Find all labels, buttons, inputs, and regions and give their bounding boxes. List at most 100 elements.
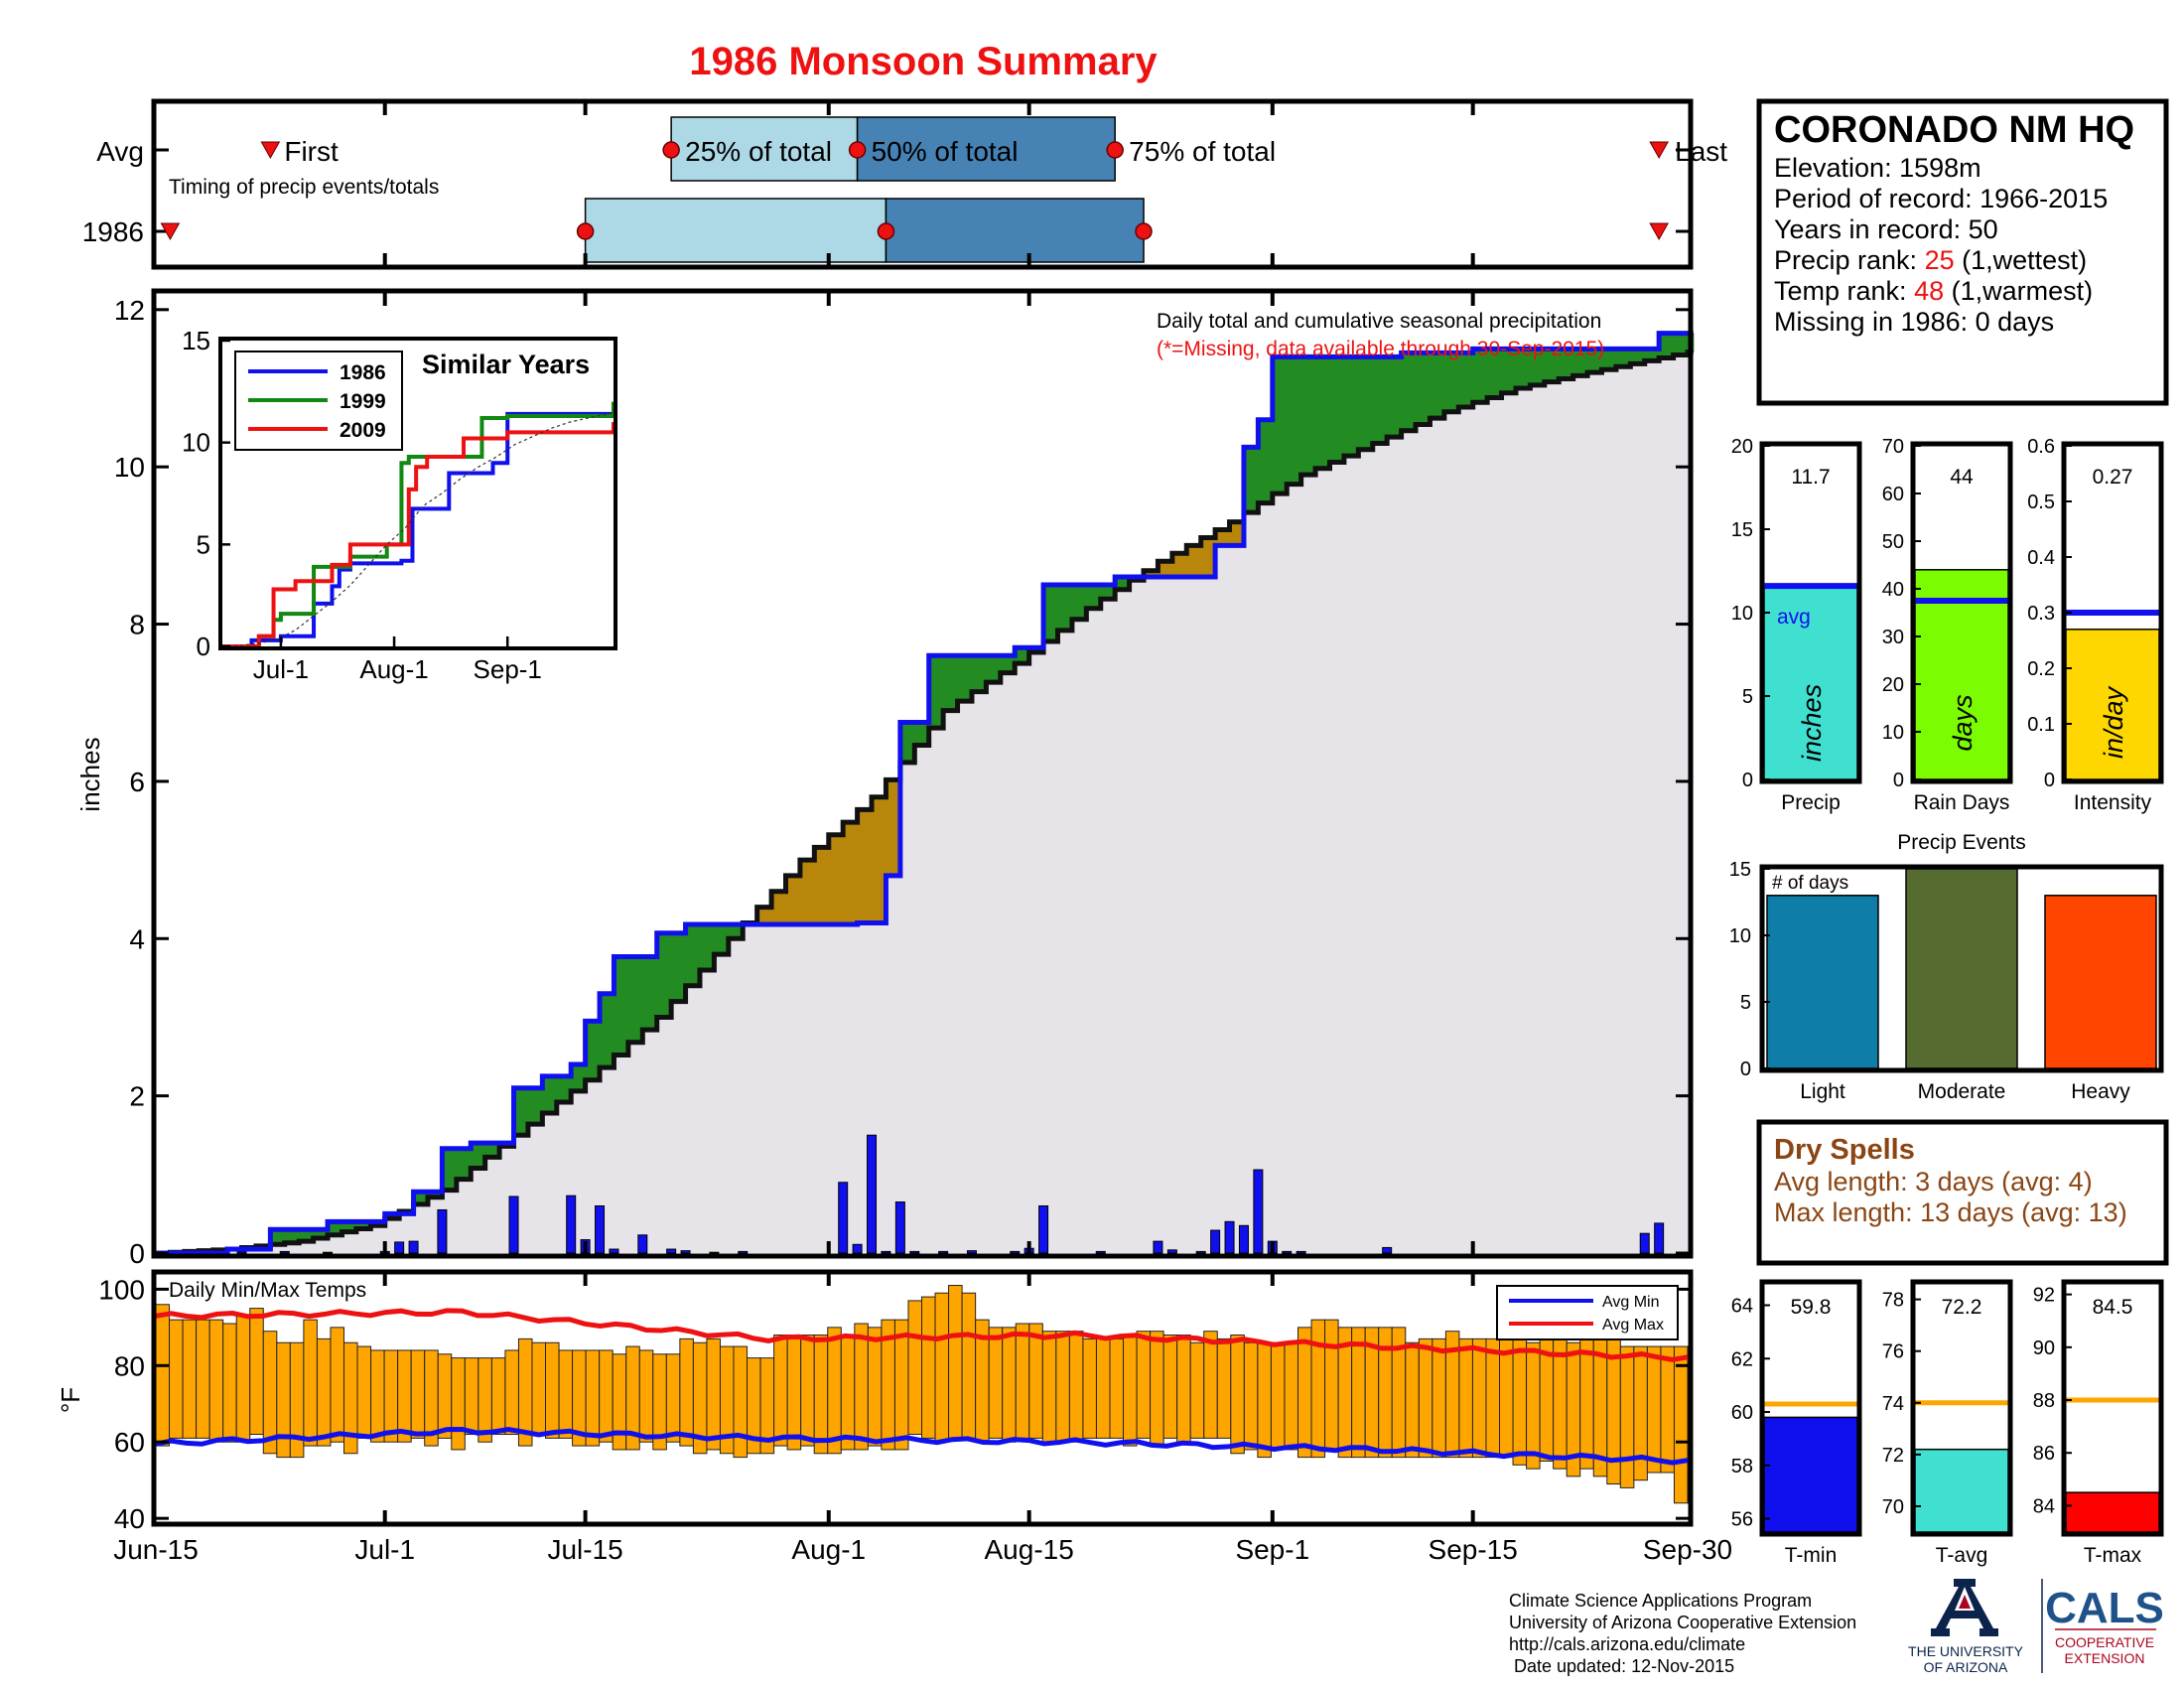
tmin-bar bbox=[1763, 1416, 1858, 1533]
cals-logo-line-1: COOPERATIVE bbox=[2055, 1634, 2154, 1650]
daily-temp-bar bbox=[1230, 1335, 1245, 1455]
daily-precip-bar bbox=[1095, 1250, 1106, 1254]
difference-fill bbox=[1501, 349, 1517, 393]
difference-fill bbox=[1515, 349, 1531, 389]
daily-precip-bar bbox=[966, 1250, 977, 1254]
difference-fill bbox=[928, 655, 944, 729]
precip-tick-label: 0 bbox=[1742, 770, 1753, 791]
avg-last-marker-icon bbox=[1649, 141, 1670, 160]
station-info-box: CORONADO NM HQ Elevation: 1598m Period o… bbox=[1756, 98, 2169, 406]
avg-q50-marker bbox=[848, 141, 867, 159]
daily-temp-bar bbox=[1068, 1331, 1084, 1443]
raindays-stat-ticks: 0 10 20 30 40 50 60 70 bbox=[1882, 436, 1921, 791]
events-category-labels: Light Moderate Heavy bbox=[1800, 1080, 2130, 1103]
events-bars bbox=[1766, 868, 2157, 1069]
date-tick-label: Sep-1 bbox=[1235, 1534, 1309, 1565]
daily-precip-bar bbox=[566, 1195, 577, 1254]
daily-temp-bar bbox=[948, 1285, 963, 1439]
daily-temp-bar bbox=[1162, 1335, 1178, 1439]
difference-fill bbox=[442, 1148, 458, 1191]
daily-temp-bar bbox=[182, 1319, 198, 1439]
precip-tick-label: 20 bbox=[1731, 436, 1753, 458]
inset-ytick-label: 0 bbox=[197, 632, 210, 661]
tmax-tick-label: 84 bbox=[2033, 1495, 2055, 1517]
tavg-ticks: 70 72 74 76 78 bbox=[1882, 1290, 1921, 1518]
difference-fill bbox=[1158, 561, 1173, 578]
raindays-tick-label: 30 bbox=[1882, 627, 1904, 648]
daily-temp-bar bbox=[303, 1319, 318, 1447]
difference-fill bbox=[1358, 356, 1374, 450]
daily-temp-bar bbox=[679, 1337, 694, 1447]
daily-temp-bar bbox=[1660, 1345, 1675, 1474]
daily-precip-bar bbox=[1296, 1250, 1306, 1254]
daily-precip-bar bbox=[236, 1250, 247, 1254]
inset-average-line bbox=[221, 412, 614, 647]
daily-temp-bar bbox=[451, 1357, 466, 1451]
raindays-stat-frame bbox=[1910, 441, 2013, 784]
difference-fill bbox=[614, 956, 629, 1055]
difference-fill bbox=[284, 1229, 300, 1243]
difference-fill bbox=[1372, 356, 1388, 444]
avg-q75-marker bbox=[1106, 141, 1124, 159]
daily-precip-bar bbox=[852, 1243, 863, 1254]
difference-fill bbox=[328, 1221, 343, 1235]
q75-label: 75% of total bbox=[1129, 136, 1276, 167]
difference-fill bbox=[1630, 349, 1646, 364]
difference-fill bbox=[1186, 545, 1202, 578]
events-bar-light bbox=[1766, 895, 1879, 1069]
difference-fill bbox=[484, 1143, 500, 1158]
tmax-stat-panel: 84 86 88 90 92 84.5 T-max bbox=[2033, 1279, 2164, 1567]
tmin-frame bbox=[1759, 1279, 1862, 1537]
temp-legend-max: Avg Max bbox=[1602, 1317, 1664, 1334]
daily-precip-bar bbox=[867, 1134, 878, 1254]
difference-fill bbox=[799, 860, 815, 925]
year-q75-marker bbox=[1135, 222, 1153, 240]
avg-first-marker-icon bbox=[260, 141, 281, 160]
difference-fill bbox=[600, 993, 615, 1068]
difference-fill bbox=[886, 779, 901, 876]
daily-temp-bar bbox=[961, 1292, 977, 1439]
events-ticks: 0 5 10 15 bbox=[1729, 859, 1770, 1080]
intensity-tick-label: 0.6 bbox=[2027, 436, 2055, 458]
footer-line-2: University of Arizona Cooperative Extens… bbox=[1509, 1613, 1856, 1632]
last-label: Last bbox=[1675, 136, 1727, 167]
daily-temp-bar bbox=[1418, 1337, 1433, 1459]
year-last-marker-icon bbox=[1649, 222, 1670, 241]
difference-fill bbox=[957, 655, 973, 702]
precip-avg-label: avg bbox=[1777, 606, 1811, 629]
daily-temp-bar bbox=[893, 1319, 909, 1451]
difference-fill bbox=[1387, 356, 1403, 438]
observed-cumulative-line bbox=[156, 331, 1694, 1256]
daily-precip-bar bbox=[1639, 1232, 1650, 1254]
events-tick-label: 0 bbox=[1740, 1058, 1751, 1080]
daily-temp-bar bbox=[208, 1319, 224, 1443]
daily-precip-bar bbox=[881, 1250, 891, 1254]
main-ytick-label: 0 bbox=[129, 1238, 145, 1269]
difference-fill bbox=[814, 847, 830, 925]
difference-fill bbox=[1472, 349, 1488, 403]
tmin-tick-label: 64 bbox=[1731, 1296, 1753, 1318]
q50-label: 50% of total bbox=[872, 136, 1019, 167]
raindays-stat-panel: 0 10 20 30 40 50 60 70 44 days Rain Days bbox=[1882, 436, 2013, 814]
daily-temp-bar bbox=[1297, 1327, 1312, 1459]
date-axis-labels: Jun-15 Jul-1 Jul-15 Aug-1 Aug-15 Sep-1 Sep-15 S… bbox=[113, 1534, 1732, 1565]
daily-temp-bar bbox=[638, 1349, 654, 1443]
daily-temp-bar bbox=[934, 1292, 950, 1443]
difference-fill bbox=[270, 1229, 286, 1245]
daily-temp-bar bbox=[316, 1337, 332, 1447]
difference-fill bbox=[1443, 352, 1459, 412]
university-of-arizona-logo: THE UNIVERSITY OF ARIZONA bbox=[1908, 1579, 2024, 1675]
daily-temp-bar bbox=[504, 1349, 519, 1436]
precip-stat-label: Precip bbox=[1781, 791, 1841, 814]
inset-xtick-label: Jul-1 bbox=[253, 654, 309, 684]
tmax-bar bbox=[2065, 1491, 2160, 1533]
main-ytick-label: 6 bbox=[129, 767, 145, 797]
daily-temp-bar bbox=[786, 1335, 802, 1451]
precip-stat-value: 11.7 bbox=[1791, 466, 1830, 489]
daily-temp-bar bbox=[1028, 1323, 1043, 1439]
difference-fill bbox=[355, 1221, 371, 1229]
cals-logo-line-2: EXTENSION bbox=[2065, 1650, 2145, 1666]
difference-fill bbox=[671, 932, 687, 1002]
daily-precip-bar bbox=[1166, 1249, 1177, 1254]
daily-temp-bar bbox=[437, 1353, 453, 1439]
